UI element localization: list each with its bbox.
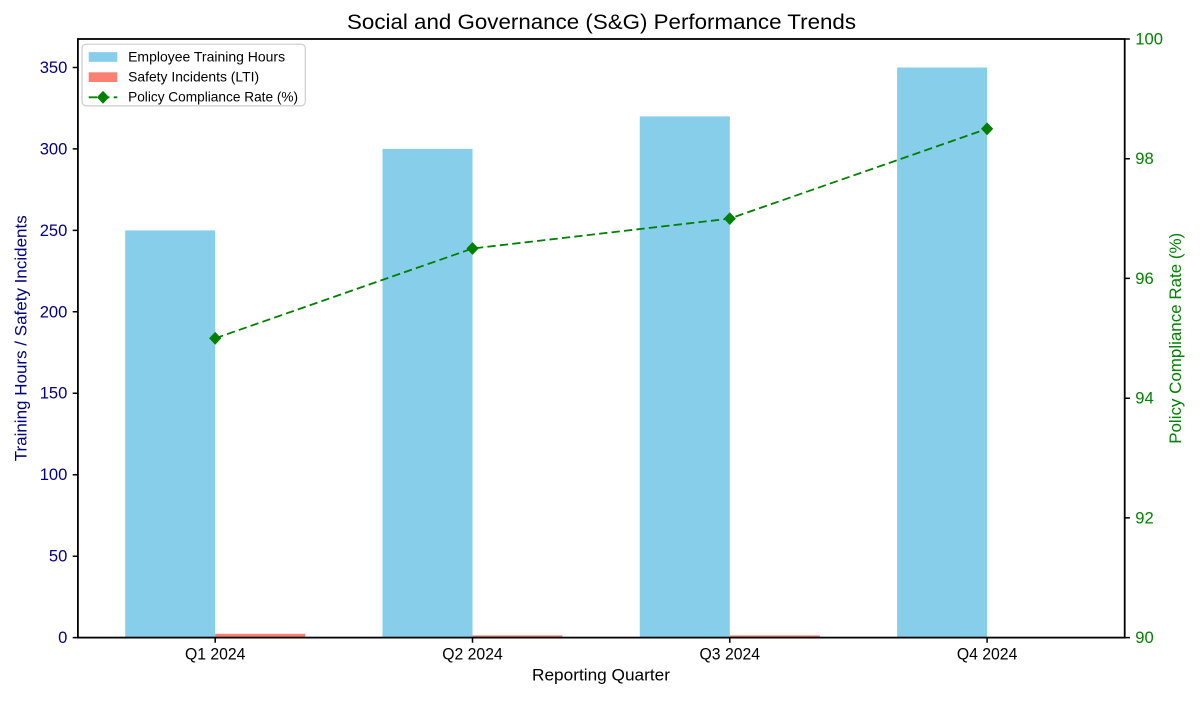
svg-text:Social and Governance (S&G) Pe: Social and Governance (S&G) Performance … — [347, 9, 856, 34]
svg-text:300: 300 — [40, 139, 68, 158]
svg-text:50: 50 — [49, 547, 67, 566]
svg-text:250: 250 — [40, 221, 68, 240]
svg-text:98: 98 — [1135, 149, 1153, 168]
svg-text:Q2 2024: Q2 2024 — [442, 645, 503, 664]
svg-text:350: 350 — [40, 58, 68, 77]
svg-text:Q3 2024: Q3 2024 — [700, 645, 761, 664]
svg-text:Reporting Quarter: Reporting Quarter — [532, 665, 670, 684]
svg-text:Q4 2024: Q4 2024 — [957, 645, 1018, 664]
svg-text:100: 100 — [40, 465, 68, 484]
svg-text:Safety Incidents (LTI): Safety Incidents (LTI) — [128, 70, 259, 85]
svg-text:Policy Compliance Rate (%): Policy Compliance Rate (%) — [1166, 233, 1185, 444]
svg-text:200: 200 — [40, 302, 68, 321]
svg-text:Policy Compliance Rate (%): Policy Compliance Rate (%) — [128, 90, 298, 105]
svg-text:0: 0 — [58, 628, 67, 647]
svg-text:150: 150 — [40, 384, 68, 403]
svg-text:Q1 2024: Q1 2024 — [185, 645, 246, 664]
svg-text:90: 90 — [1135, 628, 1153, 647]
svg-text:92: 92 — [1135, 508, 1153, 527]
svg-text:Employee Training Hours: Employee Training Hours — [128, 49, 285, 64]
svg-text:96: 96 — [1135, 269, 1153, 288]
svg-text:100: 100 — [1135, 29, 1163, 48]
svg-text:94: 94 — [1135, 389, 1153, 408]
svg-text:Training Hours / Safety Incide: Training Hours / Safety Incidents — [12, 215, 31, 461]
